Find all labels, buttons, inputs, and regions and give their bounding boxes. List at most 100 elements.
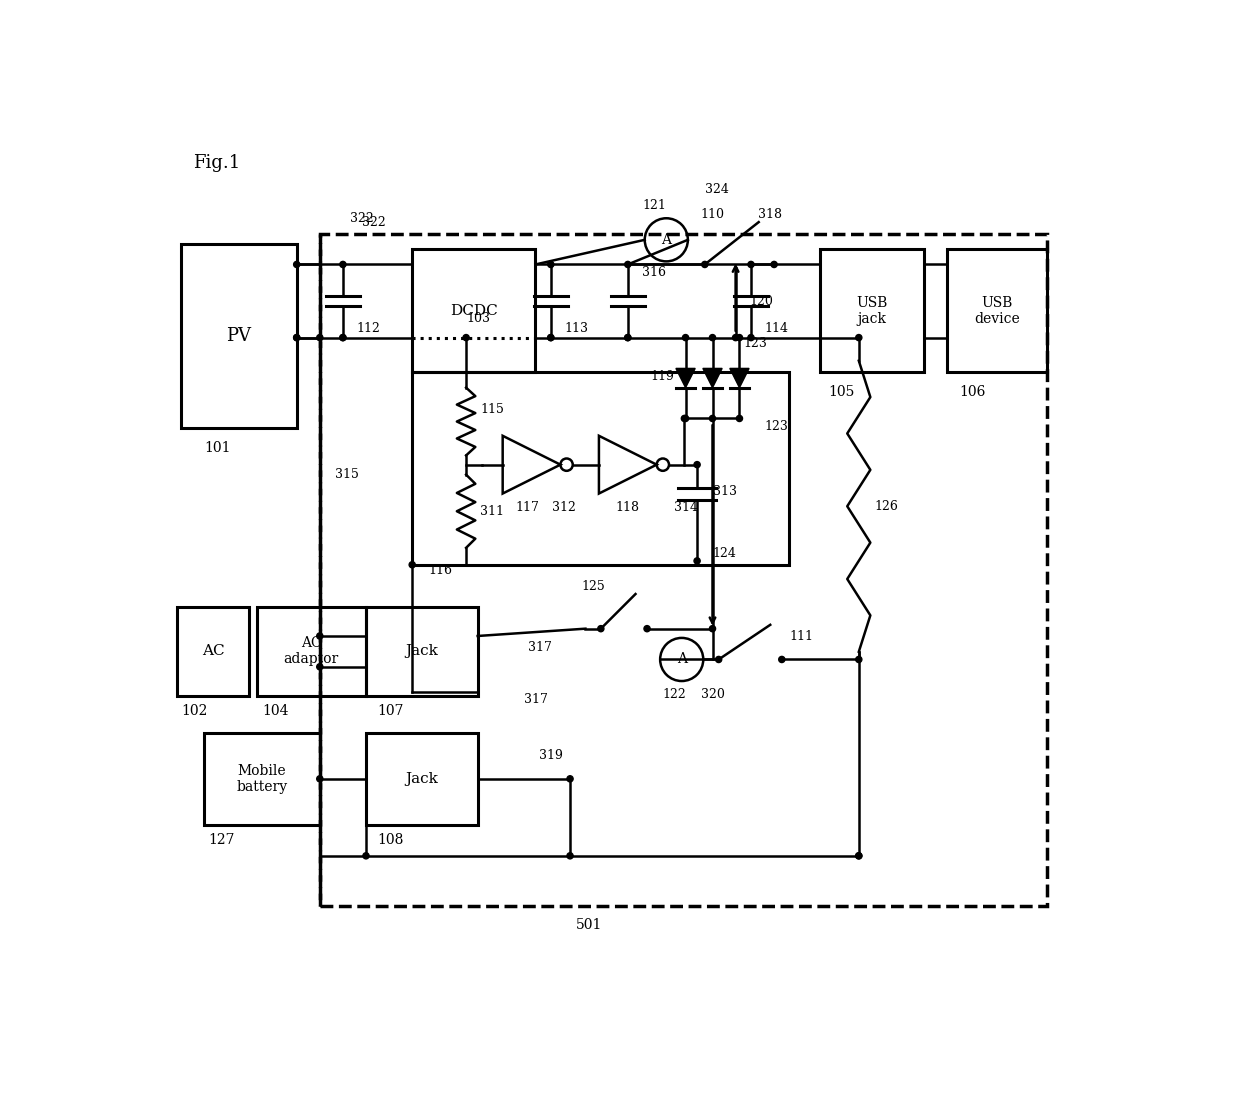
Circle shape: [709, 415, 715, 422]
Text: AC
adaptor: AC adaptor: [284, 637, 339, 667]
Text: 110: 110: [701, 208, 724, 220]
Text: 105: 105: [828, 384, 854, 398]
Circle shape: [316, 776, 322, 782]
Text: 314: 314: [675, 501, 698, 513]
Circle shape: [856, 335, 862, 341]
Text: 317: 317: [528, 641, 552, 654]
Circle shape: [779, 657, 785, 662]
Circle shape: [748, 335, 754, 341]
Text: 322: 322: [350, 211, 374, 225]
Text: 317: 317: [523, 693, 548, 706]
Bar: [412, 249, 536, 372]
Bar: [257, 607, 366, 696]
Text: 316: 316: [641, 266, 666, 278]
Text: USB
jack: USB jack: [857, 296, 888, 326]
Text: 319: 319: [539, 749, 563, 762]
Text: 123: 123: [743, 337, 768, 351]
Circle shape: [682, 335, 688, 341]
Circle shape: [548, 335, 554, 341]
Text: PV: PV: [227, 327, 252, 345]
Text: 102: 102: [181, 705, 207, 718]
Polygon shape: [730, 368, 749, 387]
Circle shape: [294, 335, 300, 341]
Bar: [412, 372, 790, 564]
Circle shape: [694, 462, 701, 467]
Text: 127: 127: [208, 834, 234, 847]
Bar: [181, 244, 296, 429]
Text: 119: 119: [650, 370, 675, 383]
Text: 123: 123: [765, 420, 789, 433]
Bar: [366, 607, 477, 696]
Bar: [366, 732, 477, 825]
Text: 313: 313: [713, 485, 737, 499]
Text: 122: 122: [662, 688, 686, 700]
Circle shape: [548, 262, 554, 267]
Polygon shape: [703, 368, 722, 387]
Text: 115: 115: [480, 404, 503, 416]
Circle shape: [625, 262, 631, 267]
Bar: [177, 607, 249, 696]
Circle shape: [771, 262, 777, 267]
Circle shape: [548, 335, 554, 341]
Text: 126: 126: [874, 500, 898, 513]
Circle shape: [409, 562, 415, 568]
Bar: [947, 249, 1048, 372]
Circle shape: [856, 657, 862, 662]
Text: Fig.1: Fig.1: [192, 154, 241, 171]
Bar: [821, 249, 924, 372]
Text: AC: AC: [202, 644, 224, 659]
Text: 311: 311: [480, 504, 503, 518]
Circle shape: [316, 663, 322, 670]
Circle shape: [625, 335, 631, 341]
Text: 320: 320: [701, 688, 724, 700]
Text: 118: 118: [616, 501, 640, 513]
Circle shape: [682, 415, 688, 422]
Text: 104: 104: [262, 705, 289, 718]
Text: 324: 324: [704, 184, 729, 196]
Text: 106: 106: [959, 384, 986, 398]
Text: 322: 322: [362, 216, 386, 228]
Text: 501: 501: [577, 918, 603, 932]
Circle shape: [340, 262, 346, 267]
Text: 124: 124: [713, 546, 737, 560]
Circle shape: [709, 626, 715, 632]
Circle shape: [340, 335, 346, 341]
Circle shape: [856, 853, 862, 859]
Text: A: A: [677, 652, 687, 667]
Text: A: A: [661, 233, 671, 247]
Text: 103: 103: [466, 312, 490, 325]
Circle shape: [340, 335, 346, 341]
Circle shape: [694, 558, 701, 564]
Text: DCDC: DCDC: [450, 304, 497, 317]
Circle shape: [294, 335, 300, 341]
Text: 121: 121: [642, 198, 667, 211]
Text: 101: 101: [205, 441, 231, 455]
Circle shape: [316, 633, 322, 639]
Circle shape: [598, 626, 604, 632]
Text: 125: 125: [582, 580, 605, 593]
Text: Mobile
battery: Mobile battery: [237, 764, 288, 794]
Text: 318: 318: [758, 208, 782, 220]
Circle shape: [363, 853, 370, 859]
Circle shape: [316, 335, 322, 341]
Circle shape: [702, 262, 708, 267]
Circle shape: [737, 335, 743, 341]
Text: 116: 116: [428, 564, 453, 578]
Text: Jack: Jack: [405, 644, 438, 659]
Text: USB
device: USB device: [975, 296, 1021, 326]
Text: 108: 108: [377, 834, 404, 847]
Text: Jack: Jack: [405, 771, 438, 786]
Text: 107: 107: [377, 705, 404, 718]
Circle shape: [625, 335, 631, 341]
Circle shape: [567, 776, 573, 782]
Text: 113: 113: [564, 322, 589, 335]
Text: 312: 312: [552, 501, 575, 513]
Circle shape: [737, 415, 743, 422]
Polygon shape: [676, 368, 696, 387]
Circle shape: [709, 335, 715, 341]
Circle shape: [748, 262, 754, 267]
Circle shape: [294, 262, 300, 267]
Circle shape: [856, 853, 862, 859]
Text: 112: 112: [357, 322, 381, 335]
Circle shape: [681, 415, 687, 422]
